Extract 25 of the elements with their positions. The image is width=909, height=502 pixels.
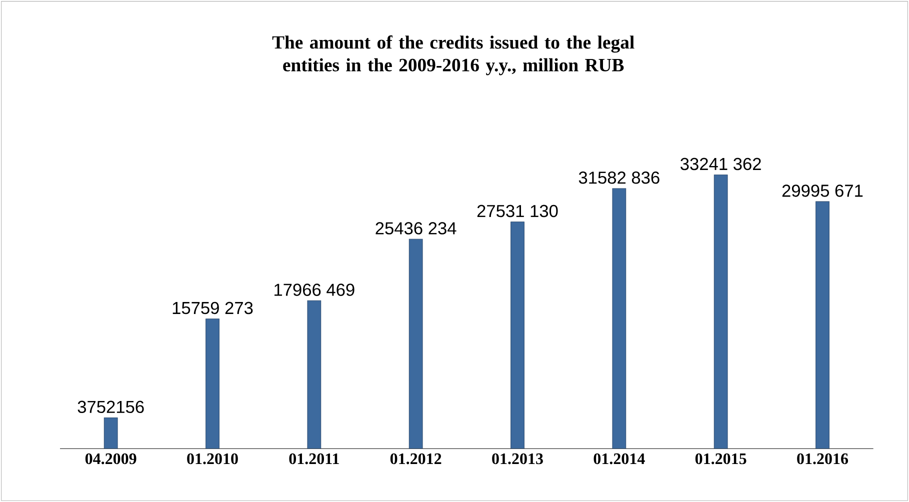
data-label: 25436 234 [376, 222, 456, 234]
x-tick-label: 01.2010 [187, 453, 238, 464]
data-label: 29995 671 [782, 184, 863, 197]
bar [612, 188, 626, 449]
bar [408, 238, 423, 449]
x-tick-label: 01.2015 [695, 453, 746, 464]
data-label: 31582 836 [578, 172, 660, 184]
bar [714, 174, 728, 449]
x-tick-label: 01.2014 [594, 453, 645, 464]
x-tick-label: 01.2016 [797, 453, 848, 464]
x-tick-label: 04.2009 [85, 453, 136, 464]
bar [816, 201, 830, 449]
bar [510, 222, 524, 449]
data-label: 27531 130 [477, 204, 558, 218]
bar [307, 300, 322, 449]
bar [104, 417, 118, 449]
chart-title: The amount of the credits issued to the legal entities in the 2009-2016 y.y., million RUB [272, 35, 634, 76]
x-tick-label: 01.2011 [289, 453, 339, 464]
data-label: 3752156 [78, 400, 144, 414]
data-label: 33241 362 [680, 158, 761, 170]
data-label: 15759 273 [172, 302, 253, 314]
data-label: 17966 469 [274, 284, 354, 296]
bar [206, 318, 220, 449]
x-tick-label: 01.2012 [390, 453, 442, 464]
x-tick-label: 01.2013 [492, 453, 543, 464]
